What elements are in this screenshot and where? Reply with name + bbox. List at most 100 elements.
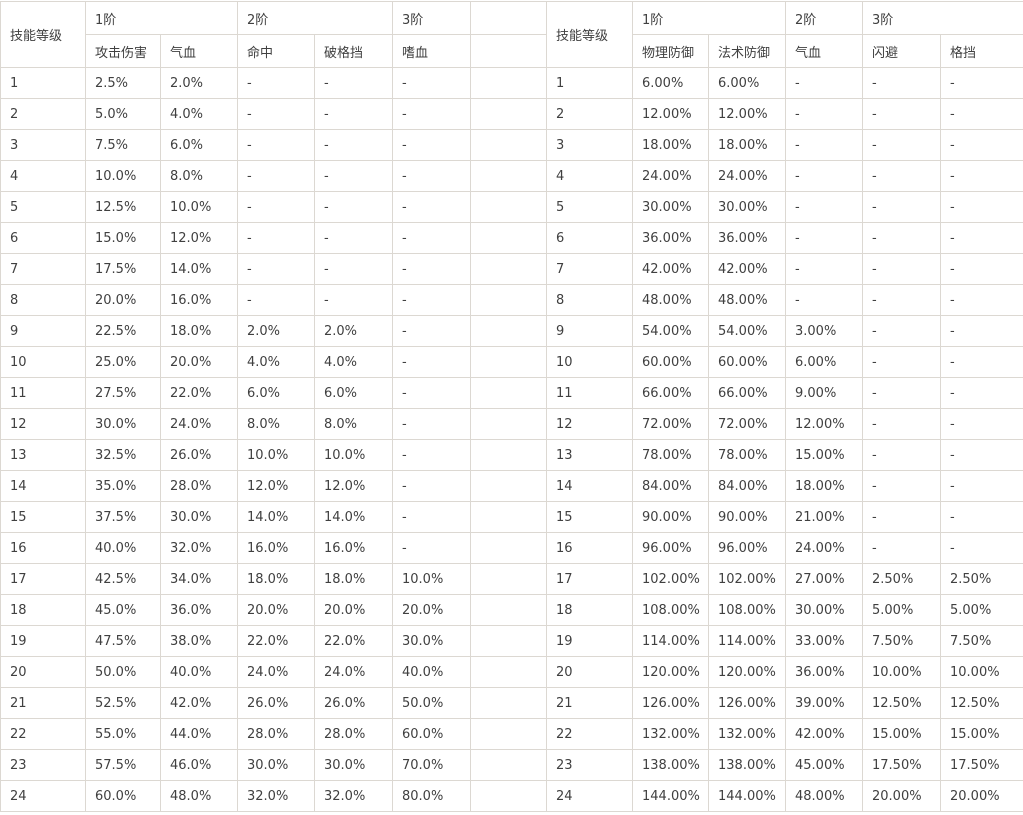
- table-cell: 54.00%: [708, 315, 786, 347]
- table-cell: 26.0%: [160, 439, 238, 471]
- table-cell: 42.00%: [708, 253, 786, 285]
- left-col-break-block: 破格挡: [314, 34, 393, 68]
- table-cell: -: [862, 191, 941, 223]
- table-cell: 21.00%: [785, 501, 863, 533]
- table-cell: -: [392, 408, 471, 440]
- table-cell: 2: [546, 98, 633, 130]
- table-row: 7 17.5% 14.0% - - -7 42.00% 42.00% - - -: [0, 253, 1023, 285]
- table-cell: 32.0%: [160, 532, 238, 564]
- table-cell: 7.5%: [85, 129, 161, 161]
- table-cell: 66.00%: [632, 377, 709, 409]
- table-cell: 12.5%: [85, 191, 161, 223]
- table-row: 24 60.0% 48.0% 32.0% 32.0% 80.0% 24 144.00% 144.…: [0, 780, 1023, 812]
- table-cell: 4: [0, 160, 86, 192]
- table-cell: 10.00%: [862, 656, 941, 688]
- table-cell: 18.00%: [632, 129, 709, 161]
- table-cell: 6.00%: [632, 67, 709, 99]
- table-cell: 16.0%: [160, 284, 238, 316]
- right-tier-2-header: 2阶: [785, 1, 863, 35]
- table-cell: -: [237, 129, 315, 161]
- table-row: 9 22.5% 18.0% 2.0% 2.0% -9 54.00% 54.00% 3.00% - -: [0, 315, 1023, 347]
- table-row: 4 10.0% 8.0% - - -4 24.00% 24.00% - - -: [0, 160, 1023, 192]
- table-cell: 24.00%: [632, 160, 709, 192]
- table-cell: -: [940, 470, 1023, 502]
- table-header: 技能等级 1阶 2阶 3阶 技能等级 1阶 2阶 3阶 攻击伤害 气血 命中 破…: [0, 1, 1023, 68]
- right-level-header: 技能等级: [546, 1, 633, 68]
- table-cell: -: [862, 315, 941, 347]
- table-row: 10 25.0% 20.0% 4.0% 4.0% -10 60.00% 60.00% 6.00%…: [0, 346, 1023, 378]
- table-cell: 28.0%: [237, 718, 315, 750]
- table-cell: -: [940, 346, 1023, 378]
- table-cell: 2.50%: [862, 563, 941, 595]
- table-cell: -: [862, 346, 941, 378]
- spacer-cell: [470, 625, 547, 657]
- table-cell: 108.00%: [632, 594, 709, 626]
- spacer-cell: [470, 532, 547, 564]
- table-cell: -: [237, 253, 315, 285]
- table-cell: 72.00%: [632, 408, 709, 440]
- table-cell: 5: [546, 191, 633, 223]
- table-cell: -: [237, 191, 315, 223]
- right-col-magic-defense: 法术防御: [708, 34, 786, 68]
- table-cell: 12.00%: [785, 408, 863, 440]
- table-cell: 6: [0, 222, 86, 254]
- table-cell: 12.50%: [940, 687, 1023, 719]
- right-col-dodge: 闪避: [862, 34, 941, 68]
- table-cell: 4: [546, 160, 633, 192]
- table-cell: 7: [0, 253, 86, 285]
- table-cell: 50.0%: [392, 687, 471, 719]
- table-cell: 60.0%: [85, 780, 161, 812]
- table-cell: 23: [0, 749, 86, 781]
- table-cell: -: [940, 222, 1023, 254]
- table-cell: -: [862, 160, 941, 192]
- table-cell: 5.00%: [862, 594, 941, 626]
- table-cell: 15: [0, 501, 86, 533]
- table-cell: 9.00%: [785, 377, 863, 409]
- table-cell: 30.00%: [785, 594, 863, 626]
- table-cell: 8.0%: [237, 408, 315, 440]
- table-row: 15 37.5% 30.0% 14.0% 14.0% -15 90.00% 90.00% 21.…: [0, 501, 1023, 533]
- table-cell: 2.0%: [160, 67, 238, 99]
- table-cell: 22.0%: [314, 625, 393, 657]
- table-cell: 10.0%: [237, 439, 315, 471]
- table-cell: -: [862, 253, 941, 285]
- table-cell: 4.0%: [160, 98, 238, 130]
- table-cell: 47.5%: [85, 625, 161, 657]
- table-cell: 28.0%: [160, 470, 238, 502]
- table-cell: 114.00%: [632, 625, 709, 657]
- table-cell: 30.0%: [85, 408, 161, 440]
- table-cell: 12.0%: [160, 222, 238, 254]
- table-row: 20 50.0% 40.0% 24.0% 24.0% 40.0% 20 120.00% 120.…: [0, 656, 1023, 688]
- table-cell: 18.0%: [160, 315, 238, 347]
- table-cell: 70.0%: [392, 749, 471, 781]
- table-cell: 20.0%: [160, 346, 238, 378]
- table-cell: 10.0%: [85, 160, 161, 192]
- table-cell: 30.00%: [708, 191, 786, 223]
- table-cell: 44.0%: [160, 718, 238, 750]
- table-cell: -: [392, 501, 471, 533]
- table-cell: 1: [546, 67, 633, 99]
- table-row: 11 27.5% 22.0% 6.0% 6.0% -11 66.00% 66.00% 9.00%…: [0, 377, 1023, 409]
- table-cell: -: [392, 315, 471, 347]
- table-cell: 39.00%: [785, 687, 863, 719]
- table-cell: 18.0%: [314, 563, 393, 595]
- table-cell: -: [392, 160, 471, 192]
- table-cell: -: [940, 67, 1023, 99]
- table-row: 6 15.0% 12.0% - - -6 36.00% 36.00% - - -: [0, 222, 1023, 254]
- spacer-cell: [470, 98, 547, 130]
- table-cell: -: [392, 98, 471, 130]
- table-cell: 18.00%: [785, 470, 863, 502]
- table-cell: 48.0%: [160, 780, 238, 812]
- table-cell: 19: [546, 625, 633, 657]
- table-cell: 24: [546, 780, 633, 812]
- table-cell: 4.0%: [314, 346, 393, 378]
- table-cell: 33.00%: [785, 625, 863, 657]
- table-cell: 34.0%: [160, 563, 238, 595]
- spacer-cell: [470, 656, 547, 688]
- table-cell: 55.0%: [85, 718, 161, 750]
- table-cell: 3.00%: [785, 315, 863, 347]
- table-cell: 30.0%: [160, 501, 238, 533]
- table-cell: 27.00%: [785, 563, 863, 595]
- table-cell: 14: [0, 470, 86, 502]
- table-cell: 6.0%: [237, 377, 315, 409]
